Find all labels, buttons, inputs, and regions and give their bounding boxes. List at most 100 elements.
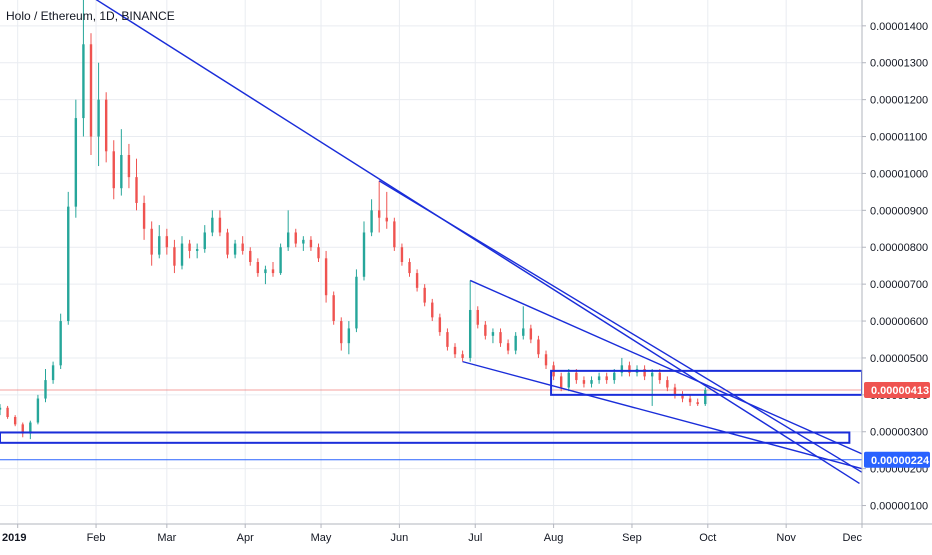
candle[interactable] [6,405,9,419]
candle[interactable] [21,422,24,438]
candle[interactable] [279,243,282,275]
candle[interactable] [302,236,305,251]
candle[interactable] [673,383,677,399]
candle[interactable] [233,239,237,259]
candle[interactable] [544,350,548,370]
candle[interactable] [650,369,654,406]
candle[interactable] [484,321,487,340]
candle[interactable] [597,372,601,384]
candle[interactable] [89,33,93,155]
candle[interactable] [347,321,351,355]
candle[interactable] [256,258,260,277]
candle[interactable] [590,376,593,388]
candle[interactable] [271,262,275,277]
candle[interactable] [180,236,184,270]
candle[interactable] [173,239,176,274]
candle[interactable] [0,404,2,416]
candle[interactable] [195,243,199,259]
candle[interactable] [158,225,161,259]
candle[interactable] [362,221,366,281]
candle[interactable] [203,225,206,253]
candle[interactable] [317,243,320,262]
candles[interactable] [0,0,707,440]
candle[interactable] [340,317,343,351]
candle[interactable] [13,415,17,427]
candle[interactable] [36,394,40,425]
candle[interactable] [681,391,684,403]
candle[interactable] [127,143,131,189]
candle[interactable] [400,243,404,266]
candle[interactable] [104,92,108,163]
candle[interactable] [688,394,692,406]
trendline[interactable] [91,0,860,484]
candle[interactable] [385,191,388,229]
rectangle-zone[interactable] [550,369,863,396]
candle[interactable] [605,372,608,384]
candle[interactable] [355,269,358,333]
candle[interactable] [696,398,699,406]
candle[interactable] [120,129,123,196]
candle[interactable] [211,210,214,237]
current-price-badge[interactable] [864,382,930,399]
candle[interactable] [522,306,525,340]
candle[interactable] [112,140,115,200]
trendline[interactable] [469,279,863,455]
candle[interactable] [468,280,472,362]
candle[interactable] [529,324,533,344]
candle[interactable] [249,247,252,266]
candle[interactable] [165,228,169,255]
candle[interactable] [241,236,244,255]
candle[interactable] [491,328,495,344]
drawings[interactable] [0,0,863,484]
candle[interactable] [499,328,502,347]
candle[interactable] [408,258,411,277]
rectangle-zone[interactable] [0,431,851,444]
trendline[interactable] [378,180,863,473]
marked-level-badge[interactable] [864,451,930,468]
candle[interactable] [370,199,373,237]
candle[interactable] [226,228,229,259]
candle[interactable] [294,228,297,248]
candle[interactable] [67,191,70,325]
candle[interactable] [59,313,62,370]
candle[interactable] [438,313,442,336]
candle[interactable] [218,210,222,237]
candle[interactable] [446,328,449,351]
candle[interactable] [643,365,646,381]
candle[interactable] [461,350,464,362]
time-axis-panel[interactable] [0,524,932,550]
candle[interactable] [97,62,100,167]
candle[interactable] [514,332,517,355]
candle[interactable] [29,420,32,440]
candle[interactable] [324,250,328,303]
candle[interactable] [135,158,138,211]
candle[interactable] [628,361,631,377]
candle[interactable] [506,339,510,355]
candle[interactable] [476,306,479,329]
candle[interactable] [537,335,540,358]
candle[interactable] [431,298,434,322]
candle[interactable] [82,0,85,137]
candle[interactable] [377,180,381,233]
candle[interactable] [620,357,624,377]
candle[interactable] [567,369,570,392]
candle[interactable] [704,387,707,406]
candle[interactable] [332,291,335,325]
candle[interactable] [309,236,313,251]
candle[interactable] [415,269,419,292]
candle[interactable] [150,221,153,266]
candle[interactable] [666,376,669,392]
candle[interactable] [44,369,47,403]
candle[interactable] [188,239,191,259]
candle[interactable] [453,343,457,358]
candle[interactable] [582,376,586,388]
candle[interactable] [286,210,290,251]
candle[interactable] [423,284,426,307]
candle[interactable] [74,99,78,218]
candle[interactable] [51,361,55,384]
candle[interactable] [393,217,396,251]
candle[interactable] [264,265,267,285]
trendline[interactable] [462,360,863,470]
